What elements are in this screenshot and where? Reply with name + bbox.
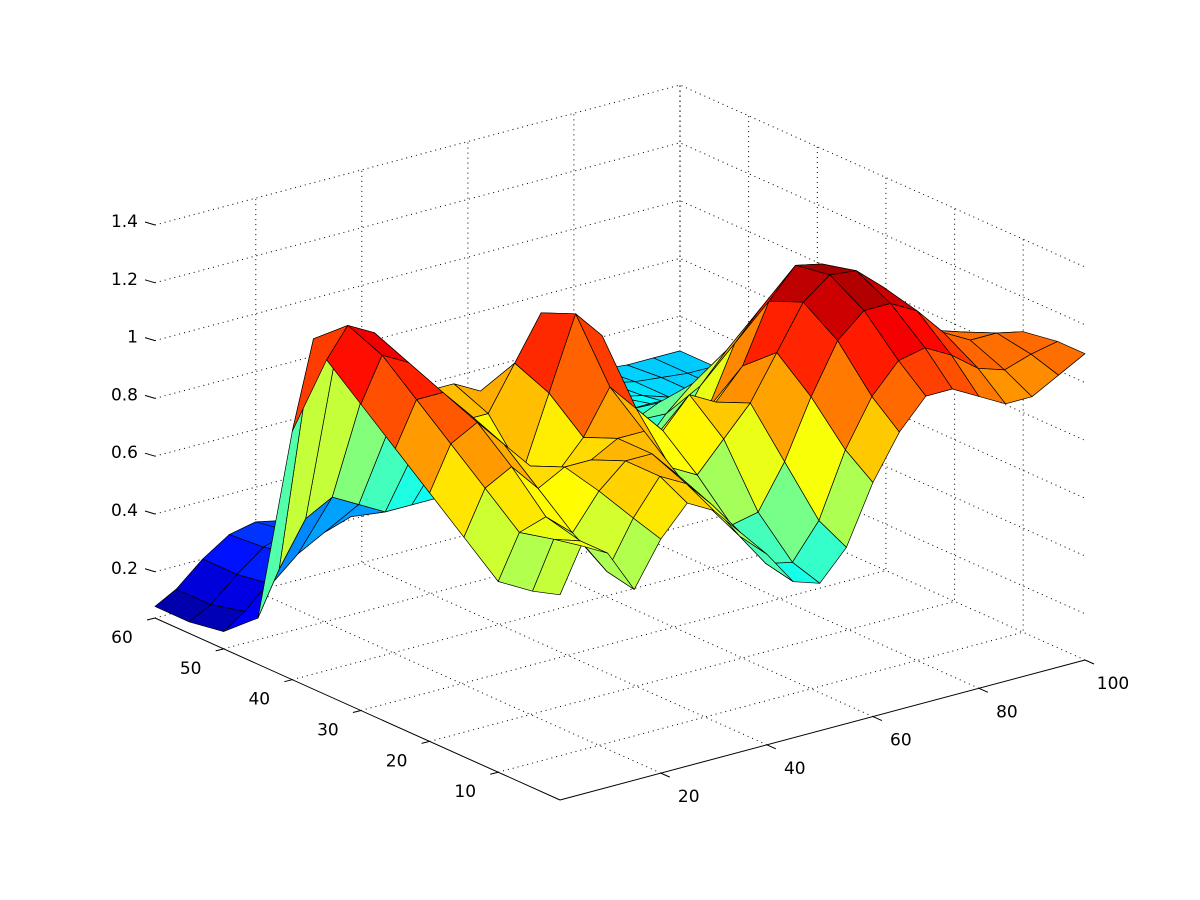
x-tick-label: 80 <box>996 702 1018 722</box>
z-tick <box>144 452 156 457</box>
z-tick <box>144 221 156 226</box>
x-tick <box>872 716 883 722</box>
z-tick-label: 1 <box>127 328 138 348</box>
surface-facet <box>532 538 582 596</box>
z-tick-label: 0.4 <box>111 501 138 521</box>
y-tick-label: 10 <box>454 782 476 802</box>
x-tick-label: 40 <box>784 759 806 779</box>
x-tick <box>766 744 777 750</box>
x-tick <box>1084 659 1095 665</box>
z-tick <box>144 510 156 515</box>
y-tick-label: 20 <box>386 751 408 771</box>
x-tick-label: 20 <box>678 787 700 807</box>
z-tick-label: 0.2 <box>111 559 138 579</box>
grid-line <box>223 115 750 650</box>
y-axis-line <box>154 617 561 801</box>
y-tick <box>352 710 362 714</box>
grid-line <box>154 85 681 619</box>
y-tick-label: 30 <box>317 721 339 741</box>
y-tick-label: 50 <box>180 659 202 679</box>
z-tick-label: 0.6 <box>111 443 138 463</box>
x-tick <box>660 772 670 778</box>
y-tick-label: 40 <box>248 690 270 710</box>
x-tick <box>978 687 989 693</box>
y-tick <box>490 771 499 775</box>
z-tick <box>144 279 156 284</box>
z-tick <box>144 568 156 573</box>
x-tick-label: 60 <box>890 731 912 751</box>
y-tick <box>146 617 156 621</box>
y-tick-label: 60 <box>111 628 133 648</box>
y-tick <box>215 648 224 652</box>
z-tick <box>144 394 156 399</box>
x-tick-label: 100 <box>1097 674 1129 694</box>
z-tick <box>144 337 156 342</box>
y-tick <box>421 740 430 744</box>
y-tick <box>284 679 293 683</box>
z-tick-label: 0.8 <box>111 385 138 405</box>
x-axis-line <box>559 659 1086 801</box>
z-tick-label: 1.2 <box>111 270 138 290</box>
z-tick-label: 1.4 <box>111 212 138 232</box>
